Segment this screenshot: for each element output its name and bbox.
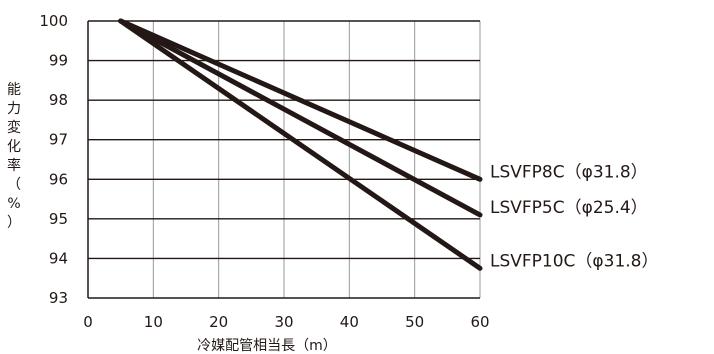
- series-line: [118, 18, 483, 182]
- x-tick-label: 50: [405, 313, 424, 331]
- y-tick-label: 93: [49, 289, 68, 307]
- series-lines: [118, 18, 483, 271]
- chart-grid: [87, 20, 481, 299]
- x-tick-label: 20: [209, 313, 228, 331]
- x-tick-label: 60: [470, 313, 489, 331]
- x-axis-ticks: 0 10 20 30 40 50 60: [83, 313, 489, 331]
- y-tick-label: 94: [49, 249, 68, 267]
- y-tick-label: 96: [49, 170, 68, 188]
- series-line: [118, 18, 483, 218]
- series-label: LSVFP5C（φ25.4）: [490, 198, 648, 218]
- x-axis-title: 冷媒配管相当長（m）: [197, 338, 337, 354]
- y-tick-label: 99: [49, 52, 68, 70]
- x-tick-label: 30: [274, 313, 293, 331]
- y-tick-label: 100: [39, 12, 68, 30]
- y-tick-label: 98: [49, 91, 68, 109]
- series-line: [118, 18, 483, 271]
- y-tick-label: 97: [49, 131, 68, 149]
- y-axis-title: 能力変化率（%）: [7, 82, 21, 231]
- y-axis-ticks: 93 94 95 96 97 98 99 100: [39, 12, 68, 307]
- series-label: LSVFP8C（φ31.8）: [490, 162, 648, 182]
- x-tick-label: 40: [340, 313, 359, 331]
- series-label: LSVFP10C（φ31.8）: [490, 251, 659, 271]
- y-tick-label: 95: [49, 210, 68, 228]
- x-tick-label: 10: [144, 313, 163, 331]
- x-tick-label: 0: [83, 313, 93, 331]
- series-labels: LSVFP8C（φ31.8） LSVFP5C（φ25.4） LSVFP10C（φ31…: [490, 162, 659, 271]
